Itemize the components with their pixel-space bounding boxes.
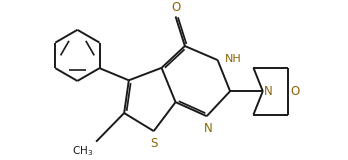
Text: NH: NH — [224, 53, 241, 64]
Text: O: O — [171, 1, 180, 14]
Text: N: N — [204, 122, 213, 135]
Text: S: S — [150, 137, 157, 150]
Text: O: O — [291, 85, 300, 98]
Text: CH$_3$: CH$_3$ — [72, 144, 94, 158]
Text: N: N — [264, 85, 273, 98]
